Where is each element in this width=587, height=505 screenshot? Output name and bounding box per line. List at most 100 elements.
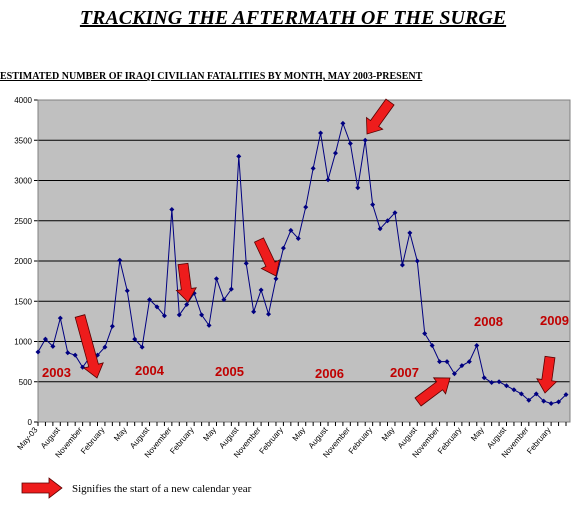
data-point	[266, 311, 272, 317]
y-tick-label: 3000	[14, 177, 32, 186]
plot-border	[37, 99, 571, 423]
data-point	[518, 391, 524, 397]
y-tick-label: 2000	[14, 257, 32, 266]
year-arrow	[536, 355, 558, 394]
data-point	[429, 343, 435, 349]
year-arrow	[175, 262, 197, 303]
x-tick-label: May	[469, 426, 486, 443]
data-point	[504, 383, 510, 389]
data-point	[154, 304, 160, 310]
x-tick-label: February	[79, 426, 106, 456]
data-point	[511, 387, 517, 393]
data-point	[184, 301, 190, 307]
data-point	[541, 398, 547, 404]
data-point	[161, 313, 167, 319]
x-tick-label: May-03	[15, 425, 39, 452]
data-point	[377, 226, 383, 232]
data-point	[437, 359, 443, 365]
y-tick-label: 1000	[14, 338, 32, 347]
note: Signifies the start of a new calendar ye…	[72, 483, 252, 495]
data-point	[280, 245, 286, 251]
data-point	[355, 185, 361, 191]
data-point	[414, 258, 420, 264]
data-point	[563, 392, 569, 398]
data-point	[332, 150, 338, 156]
y-tick-label: 3500	[14, 136, 32, 145]
data-point	[117, 257, 123, 263]
data-point	[496, 379, 502, 385]
data-point	[72, 352, 78, 358]
data-point	[50, 343, 56, 349]
y-tick-label: 2500	[14, 217, 32, 226]
x-tick-label: May	[112, 426, 129, 443]
data-point	[526, 397, 532, 403]
data-point	[385, 218, 391, 224]
y-tick-label: 500	[19, 378, 33, 387]
data-point	[481, 375, 487, 381]
year-label: 2006	[315, 366, 344, 381]
x-tick-label: February	[168, 426, 195, 456]
data-point	[57, 315, 63, 321]
year-arrow	[414, 377, 451, 407]
x-tick-label: May	[380, 426, 397, 443]
data-point	[206, 322, 212, 328]
year-label: 2003	[42, 365, 71, 380]
data-point	[199, 312, 205, 318]
data-point	[228, 286, 234, 292]
data-point	[35, 349, 41, 355]
x-tick-label: February	[525, 426, 552, 456]
year-label: 2008	[474, 314, 503, 329]
data-point	[370, 202, 376, 208]
data-point	[310, 165, 316, 171]
data-point	[474, 343, 480, 349]
data-point	[362, 137, 368, 143]
data-point	[340, 120, 346, 126]
data-point	[459, 363, 465, 369]
data-point	[466, 359, 472, 365]
y-tick-label: 0	[28, 418, 33, 427]
note-arrow	[21, 477, 63, 499]
data-point	[132, 336, 138, 342]
data-point	[221, 297, 227, 303]
year-label: 2005	[215, 364, 244, 379]
data-point	[147, 297, 153, 303]
data-point	[213, 276, 219, 282]
data-point	[303, 204, 309, 210]
data-line	[37, 121, 567, 405]
data-point	[42, 336, 48, 342]
data-point	[236, 153, 242, 159]
data-point	[318, 130, 324, 136]
x-tick-label: May	[291, 426, 308, 443]
data-point	[325, 177, 331, 183]
data-point	[251, 309, 257, 315]
x-tick-label: February	[347, 426, 374, 456]
year-label: 2007	[390, 365, 419, 380]
x-tick-label: May	[201, 426, 218, 443]
data-point	[556, 399, 562, 405]
year-label: 2004	[135, 363, 165, 378]
data-point	[65, 350, 71, 356]
year-arrow	[366, 98, 395, 135]
data-point	[288, 227, 294, 233]
year-arrow	[74, 314, 104, 379]
data-point	[258, 287, 264, 293]
data-point	[533, 391, 539, 397]
data-point	[124, 288, 130, 294]
y-tick-label: 4000	[14, 96, 32, 105]
data-point	[295, 235, 301, 241]
data-point	[489, 380, 495, 386]
data-point	[548, 400, 554, 406]
data-point	[243, 260, 249, 266]
y-tick-label: 1500	[14, 297, 32, 306]
data-point	[139, 344, 145, 350]
data-point	[392, 210, 398, 216]
data-point	[347, 140, 353, 146]
data-point	[399, 262, 405, 268]
year-arrow	[253, 237, 281, 277]
year-label: 2009	[540, 313, 569, 328]
data-point	[109, 323, 115, 329]
data-point	[176, 312, 182, 318]
data-point	[273, 276, 279, 282]
data-point	[444, 359, 450, 365]
